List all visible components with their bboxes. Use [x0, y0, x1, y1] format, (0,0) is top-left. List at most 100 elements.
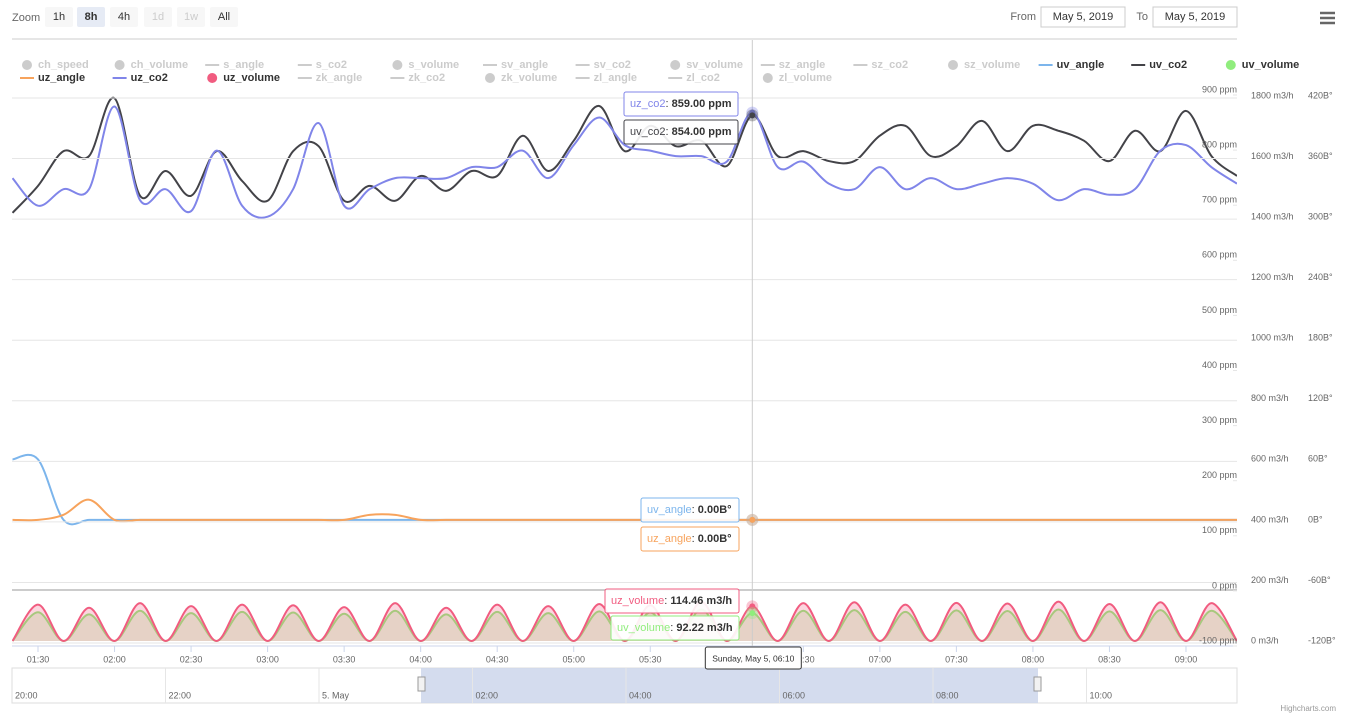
zoom-button-label: 1h — [53, 11, 65, 23]
legend-symbol[interactable] — [1225, 60, 1236, 70]
zoom-button — [177, 7, 205, 27]
y-tick-label: 300 ppm — [1202, 415, 1237, 425]
zoom-button[interactable] — [210, 7, 238, 27]
y2-tick-label: 0 m3/h — [1251, 635, 1279, 645]
legend-item[interactable]: uv_volume — [1242, 59, 1299, 71]
x-tick-label: 05:00 — [562, 654, 585, 664]
tooltip-series: uv_angle — [647, 504, 692, 516]
y2-tick-label: 800 m3/h — [1251, 393, 1289, 403]
navigator-label: 02:00 — [476, 690, 499, 700]
legend-item[interactable]: zk_volume — [501, 72, 557, 84]
legend-item[interactable]: zl_volume — [779, 72, 832, 84]
legend-item[interactable]: zk_co2 — [408, 72, 445, 84]
legend-symbol[interactable] — [762, 73, 773, 83]
y-tick-label: 200 ppm — [1202, 470, 1237, 480]
legend-item[interactable]: ch_volume — [131, 59, 188, 71]
y3-tick-label: 180B° — [1308, 333, 1333, 343]
navigator-label: 5. May — [322, 690, 350, 700]
legend-item[interactable]: s_volume — [408, 59, 459, 71]
y2-tick-label: 1200 m3/h — [1251, 272, 1294, 282]
y2-tick-label: 600 m3/h — [1251, 454, 1289, 464]
tooltip-value: 854.00 ppm — [672, 126, 732, 138]
y3-tick-label: 240B° — [1308, 272, 1333, 282]
legend-symbol[interactable] — [948, 60, 958, 70]
series-layer — [12, 97, 1237, 643]
x-tick-label: 08:30 — [1098, 654, 1121, 664]
tooltip-series: uv_co2 — [630, 126, 665, 138]
legend-item[interactable]: uv_angle — [1057, 59, 1105, 71]
legend-item[interactable]: zl_co2 — [686, 72, 720, 84]
legend-item[interactable]: uz_angle — [38, 72, 85, 84]
x-tick-label: 02:30 — [180, 654, 203, 664]
legend-item[interactable]: s_co2 — [316, 59, 347, 71]
legend-symbol[interactable] — [114, 60, 125, 70]
tooltip-text: uv_volume: 92.22 m3/h — [617, 622, 733, 634]
legend-item[interactable]: sz_volume — [964, 59, 1020, 71]
y-tick-label: 500 ppm — [1202, 305, 1237, 315]
tooltip-series: uz_volume — [611, 595, 664, 607]
navigator-handle[interactable] — [417, 676, 426, 692]
tooltip-marker — [749, 112, 756, 119]
legend-item[interactable]: uv_co2 — [1149, 59, 1187, 71]
y-tick-label: 0 ppm — [1212, 580, 1237, 590]
legend-item[interactable]: uz_volume — [223, 72, 280, 84]
from-input[interactable] — [1040, 6, 1126, 28]
tooltip-separator: : — [692, 504, 698, 516]
legend-symbol[interactable] — [207, 73, 218, 83]
legend-item[interactable]: sv_angle — [501, 59, 548, 71]
y3-tick-label: 0B° — [1308, 514, 1323, 524]
y2-tick-label: 200 m3/h — [1251, 575, 1289, 585]
legend-symbol[interactable] — [485, 73, 495, 83]
legend-symbol[interactable] — [392, 60, 403, 70]
y3-tick-label: -120B° — [1308, 635, 1336, 645]
y3-tick-label: -60B° — [1308, 575, 1331, 585]
legend-item[interactable]: sv_volume — [686, 59, 743, 71]
zoom-button[interactable] — [77, 7, 105, 27]
legend-item[interactable]: uz_co2 — [131, 72, 168, 84]
tooltip-separator: : — [665, 98, 671, 110]
tooltip-text: uz_co2: 859.00 ppm — [630, 98, 732, 110]
navigator-label: 04:00 — [629, 690, 652, 700]
legend-item[interactable]: s_angle — [223, 59, 264, 71]
tooltip-box — [623, 119, 739, 145]
legend-item[interactable]: sv_co2 — [594, 59, 631, 71]
zoom-button-label: 1w — [184, 11, 198, 23]
series-line — [12, 600, 1237, 643]
y-tick-label: 600 ppm — [1202, 250, 1237, 260]
y3-tick-label: 60B° — [1308, 454, 1328, 464]
x-tick-label: 09:00 — [1175, 654, 1198, 664]
tooltip-marker — [749, 516, 756, 523]
legend-item[interactable]: ch_speed — [38, 59, 89, 71]
legend-item[interactable]: zl_angle — [594, 72, 637, 84]
tooltip-text: uv_co2: 854.00 ppm — [630, 126, 732, 138]
to-input[interactable] — [1152, 6, 1238, 28]
from-value: May 5, 2019 — [1053, 11, 1114, 23]
legend-item[interactable]: zk_angle — [316, 72, 362, 84]
series-line — [12, 105, 1237, 219]
menu-icon[interactable] — [1320, 11, 1335, 25]
zoom-button[interactable] — [110, 7, 138, 27]
tooltip-header-box — [704, 646, 802, 670]
legend-item[interactable]: sz_angle — [779, 59, 825, 71]
credits[interactable]: Highcharts.com — [1280, 704, 1336, 713]
navigator-handle[interactable] — [1033, 676, 1042, 692]
x-tick-label: 04:00 — [409, 654, 432, 664]
tooltip-series: uz_angle — [647, 533, 692, 545]
navigator-label: 10:00 — [1090, 690, 1113, 700]
zoom-button-label: 8h — [85, 11, 98, 23]
legend-item[interactable]: sz_co2 — [871, 59, 908, 71]
navigator-label: 06:00 — [783, 690, 806, 700]
legend-symbol[interactable] — [22, 60, 32, 70]
y3-tick-label: 300B° — [1308, 211, 1333, 221]
tooltip-series: uv_volume — [617, 622, 670, 634]
x-tick-label: 01:30 — [27, 654, 50, 664]
tooltip-value: 92.22 m3/h — [676, 622, 733, 634]
series-line — [12, 498, 1237, 523]
legend-symbol[interactable] — [670, 60, 681, 70]
y-tick-label: 800 ppm — [1202, 139, 1237, 149]
tooltip-separator: : — [670, 622, 676, 634]
x-tick-label: 03:00 — [256, 654, 279, 664]
zoom-button[interactable] — [45, 7, 73, 27]
navigator-selection[interactable] — [421, 668, 1038, 703]
